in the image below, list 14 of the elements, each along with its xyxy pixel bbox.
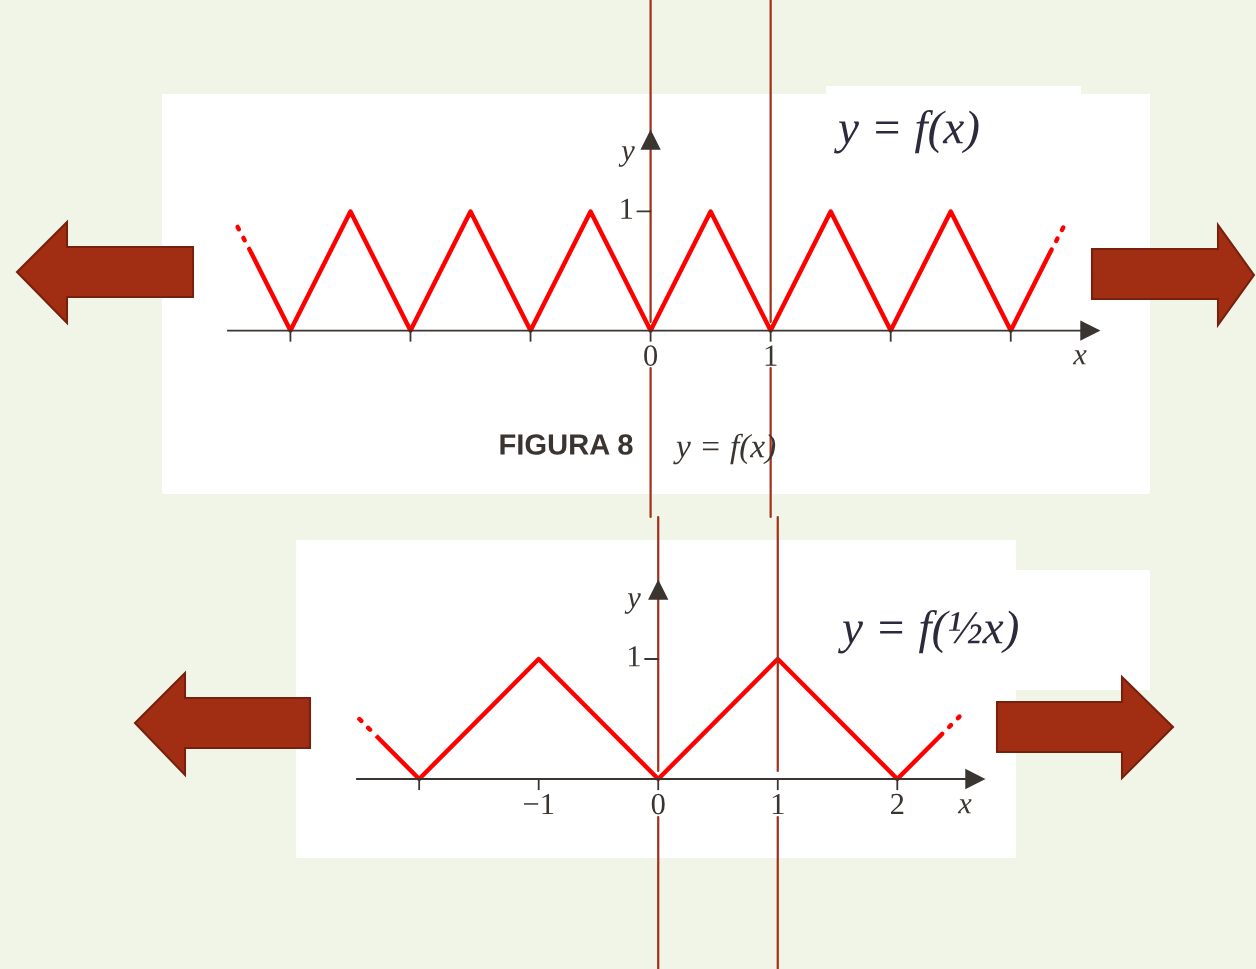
x-tick-label: 0 [644,345,658,366]
x-axis-title: x [957,799,972,814]
y-axis-title: y [618,146,635,167]
x-tick-label: 1 [772,793,784,815]
y-axis-title: y [624,593,641,614]
annotation: 1 [621,198,633,219]
annotation: 1 [628,646,640,667]
chart-title: y = f(½x) [838,609,1018,654]
text: FIGURA 8 [500,434,633,455]
x-tick-label: 0 [651,793,665,815]
x-axis-title: x [1072,350,1087,365]
x-tick-label: 2 [891,793,904,815]
x-tick-label: −1 [523,793,554,815]
chart-title: y = f(x) [834,109,979,154]
